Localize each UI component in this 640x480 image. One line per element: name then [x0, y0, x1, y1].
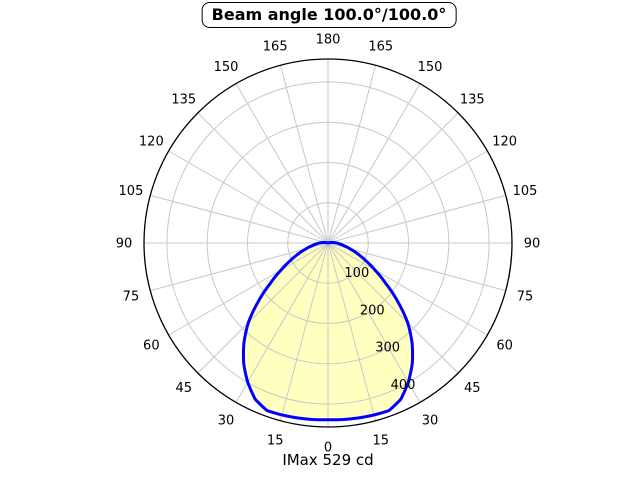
- r-tick-label: 400: [391, 378, 416, 393]
- angle-tick-label: 75: [517, 289, 534, 304]
- imax-label: IMax 529 cd: [282, 451, 374, 469]
- angle-tick-label: 180: [316, 33, 341, 48]
- angle-tick-label: 90: [524, 237, 541, 252]
- polar-axis-boundary: [143, 58, 513, 428]
- angle-tick-label: 105: [119, 184, 144, 199]
- chart-title: Beam angle 100.0°/100.0°: [211, 5, 447, 24]
- r-tick-label: 200: [360, 303, 385, 318]
- angle-gridline: [327, 242, 377, 421]
- angle-tick-label: 15: [267, 434, 284, 449]
- angle-gridline: [150, 242, 329, 292]
- angle-gridline: [279, 242, 329, 421]
- r-tick-label: 100: [344, 266, 369, 281]
- angle-tick-label: 45: [175, 381, 192, 396]
- angle-gridline: [197, 112, 329, 244]
- angle-tick-label: 30: [218, 413, 235, 428]
- angle-tick-label: 30: [422, 413, 439, 428]
- angle-gridline: [168, 242, 329, 336]
- angle-tick-label: 165: [263, 40, 288, 55]
- angle-tick-label: 150: [418, 60, 443, 75]
- angle-tick-label: 0: [324, 441, 332, 456]
- angle-gridline: [327, 242, 459, 374]
- angle-tick-label: 90: [116, 237, 133, 252]
- angle-gridline: [327, 242, 488, 336]
- r-gridline: [287, 202, 369, 284]
- angle-gridline: [327, 65, 377, 244]
- r-gridline: [206, 121, 450, 365]
- angle-tick-label: 120: [492, 135, 517, 150]
- angle-tick-label: 105: [513, 184, 538, 199]
- angle-tick-label: 60: [496, 339, 513, 354]
- chart-title-box: Beam angle 100.0°/100.0°: [201, 2, 457, 28]
- angle-tick-label: 120: [139, 135, 164, 150]
- angle-gridline: [279, 65, 329, 244]
- angle-tick-label: 165: [368, 40, 393, 55]
- angle-gridline: [327, 150, 488, 244]
- r-gridline: [246, 161, 410, 325]
- angle-gridline: [235, 242, 329, 403]
- angle-tick-label: 135: [171, 92, 196, 107]
- angle-tick-label: 150: [214, 60, 239, 75]
- angle-gridline: [197, 242, 329, 374]
- angle-tick-label: 15: [373, 434, 390, 449]
- angle-tick-label: 135: [460, 92, 485, 107]
- beam-curve: [241, 240, 415, 422]
- r-gridline: [166, 81, 490, 405]
- angle-gridline: [327, 242, 506, 292]
- angle-gridline: [327, 194, 506, 244]
- angle-tick-label: 45: [464, 381, 481, 396]
- angle-gridline: [150, 194, 329, 244]
- angle-tick-label: 75: [123, 289, 140, 304]
- angle-gridline: [327, 83, 421, 244]
- r-tick-label: 300: [375, 341, 400, 356]
- angle-gridline: [327, 112, 459, 244]
- angle-gridline: [235, 83, 329, 244]
- angle-tick-label: 60: [143, 339, 160, 354]
- angle-gridline: [168, 150, 329, 244]
- angle-gridline: [327, 242, 421, 403]
